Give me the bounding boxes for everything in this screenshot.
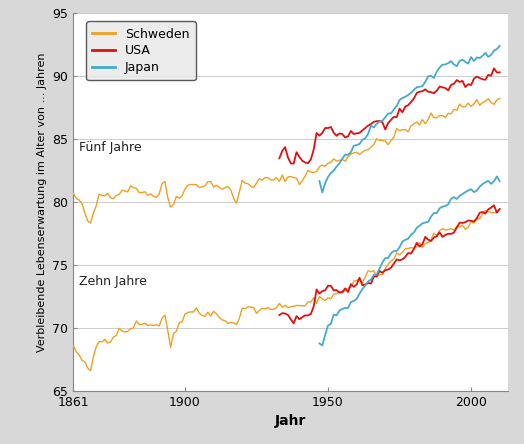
Text: Fünf Jahre: Fünf Jahre — [79, 141, 141, 154]
Legend: Schweden, USA, Japan: Schweden, USA, Japan — [86, 21, 195, 80]
Y-axis label: Verbleibende Lebenserwartung im Alter von ... Jahren: Verbleibende Lebenserwartung im Alter vo… — [37, 52, 47, 352]
X-axis label: Jahr: Jahr — [275, 414, 307, 428]
Text: Zehn Jahre: Zehn Jahre — [79, 274, 147, 288]
